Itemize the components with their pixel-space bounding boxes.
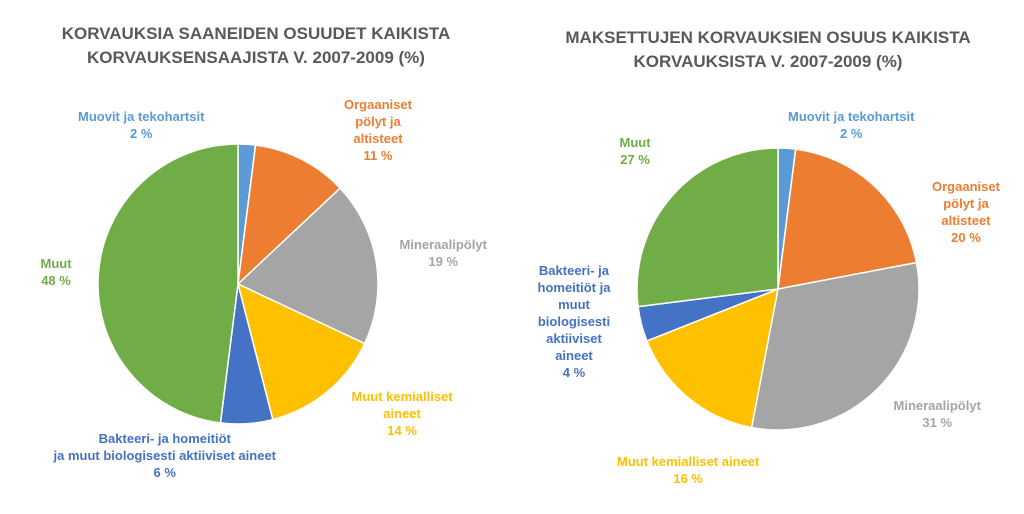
slice-label: Muut kemialliset aineet 14 % [352,388,453,439]
slice-label-text: Bakteeri- ja [538,263,610,278]
slice-value-label: 31 % [922,415,953,430]
slice-label-text: Orgaaniset [344,97,412,112]
slice-label-text: muut [558,297,590,312]
pie-svg [636,147,920,431]
pie-slice [750,261,920,431]
slice-label-text: Muovit ja tekohartsit [788,109,915,124]
pie-slice [236,282,366,421]
slice-value-label: 2 % [840,126,863,141]
pie-chart-recipients: KORVAUKSIA SAANEIDEN OSUUDET KAIKISTA KO… [0,22,512,481]
chart-title-line: MAKSETTUJEN KORVAUKSIEN OSUUS KAIKISTA [565,28,971,47]
slice-value-label: 6 % [153,465,176,480]
slice-label-text: Mineraalipölyt [399,237,487,252]
slice-value-label: 20 % [951,230,981,245]
slice-label-text: Muovit ja tekohartsit [78,109,205,124]
slice-label: Bakteeri- ja homeitiöt ja muut biologises… [54,430,277,481]
slice-label: Muut kemialliset aineet 16 % [617,453,759,487]
slice-value-label: 16 % [673,471,703,486]
slice-label: Orgaaniset pölyt ja altisteet 11 % [344,96,412,164]
slice-label-text: Orgaaniset [932,179,1000,194]
chart-title: KORVAUKSIA SAANEIDEN OSUUDET KAIKISTA KO… [0,22,512,70]
slice-value-label: 48 % [41,273,71,288]
slice-label: Muut 48 % [41,255,72,289]
slice-value-label: 4 % [562,365,586,380]
slice-label-text: aineet [383,406,421,421]
pie-slice [636,147,779,308]
slice-label-text: Muut [619,135,651,150]
slice-label-text: pölyt ja [943,196,989,211]
slice-label: Muovit ja tekohartsit 2 % [788,108,914,142]
slice-label-text: Mineraalipölyt [893,398,981,413]
slice-label: Muut 27 % [620,134,651,168]
slice-label-text: Muut kemialliset [351,389,453,404]
slice-label-text: Muut kemialliset aineet [617,454,760,469]
slice-label: Mineraalipölyt 31 % [894,397,981,431]
pie-slice [236,187,379,345]
slice-label-text: aktiiviset [546,331,602,346]
pie-slice [645,287,779,429]
chart-title-line: KORVAUKSIA SAANEIDEN OSUUDET KAIKISTA [61,24,451,43]
slice-label-text: altisteet [353,131,403,146]
slice-label: Muovit ja tekohartsit 2 % [78,108,204,142]
slice-label-text: pölyt ja [355,114,401,129]
slice-label: Mineraalipölyt 19 % [400,236,487,270]
slice-value-label: 27 % [620,152,650,167]
slice-label: Orgaaniset pölyt ja altisteet 20 % [932,178,1000,246]
pie-slice [777,148,918,290]
chart-title: MAKSETTUJEN KORVAUKSIEN OSUUS KAIKISTA K… [512,26,1024,74]
slice-label-text: Muut [40,256,72,271]
pie-svg [97,143,379,425]
slice-value-label: 2 % [130,126,153,141]
slice-label-text: homeitiöt ja [537,280,611,295]
pie-slice [97,143,239,424]
slice-label-text: ja muut biologisesti aktiiviset aineet [53,448,277,463]
slice-label: Bakteeri- ja homeitiöt ja muut biologisesti… [538,262,611,381]
slice-label-text: aineet [555,348,593,363]
pie-chart-payments: MAKSETTUJEN KORVAUKSIEN OSUUS KAIKISTA K… [512,0,1024,514]
slice-value-label: 19 % [428,254,459,269]
slice-label-text: biologisesti [537,314,611,329]
slice-value-label: 11 % [363,148,393,163]
pie-slice [236,144,342,286]
chart-title-line: KORVAUKSISTA V. 2007-2009 (%) [633,52,903,71]
slice-label-text: Bakteeri- ja homeitiöt [98,431,231,446]
slice-value-label: 14 % [387,423,417,438]
chart-title-line: KORVAUKSENSAAJISTA V. 2007-2009 (%) [87,48,425,67]
slice-label-text: altisteet [941,213,991,228]
